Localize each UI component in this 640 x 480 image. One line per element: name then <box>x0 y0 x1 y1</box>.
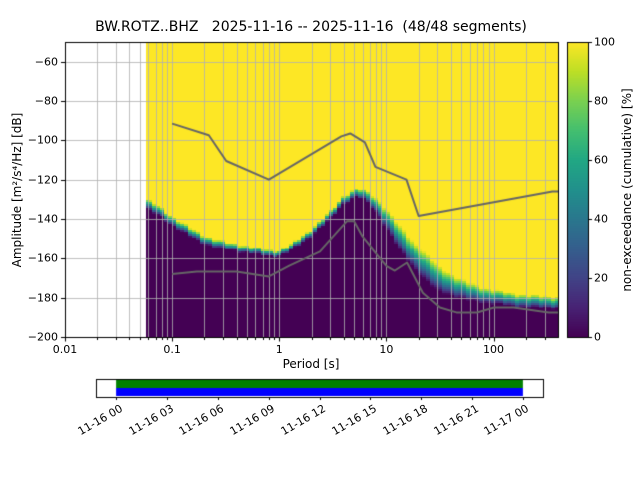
y-tick-label: −160 <box>27 251 58 265</box>
colorbar-tick-label: 20 <box>594 271 608 285</box>
y-tick-label: −180 <box>27 291 58 305</box>
colorbar-tick-label: 60 <box>594 153 608 167</box>
x-axis-label: Period [s] <box>282 357 340 371</box>
y-tick-label: −200 <box>27 330 58 344</box>
y-tick-label: −140 <box>27 212 58 226</box>
x-tick-label: 0.1 <box>163 343 181 356</box>
x-tick-label: 1 <box>275 343 283 356</box>
x-tick-label: 0.01 <box>52 343 78 356</box>
colorbar-tick-label: 100 <box>594 35 615 49</box>
y-tick-label: −80 <box>34 94 58 108</box>
y-tick-label: −120 <box>27 173 58 187</box>
y-axis-label: Amplitude [m²/s⁴/Hz] [dB] <box>10 112 24 268</box>
x-tick-label: 100 <box>483 343 504 356</box>
y-tick-label: −100 <box>27 133 58 147</box>
colorbar-tick-label: 40 <box>594 212 608 226</box>
x-tick-label: 10 <box>379 343 394 356</box>
colorbar-tick-label: 80 <box>594 94 608 108</box>
colorbar-tick-label: 0 <box>594 330 601 344</box>
colorbar-label: non-exceedance (cumulative) [%] <box>620 88 634 292</box>
y-tick-label: −60 <box>34 55 58 69</box>
plot-title: BW.ROTZ..BHZ 2025-11-16 -- 2025-11-16 (4… <box>95 19 527 35</box>
